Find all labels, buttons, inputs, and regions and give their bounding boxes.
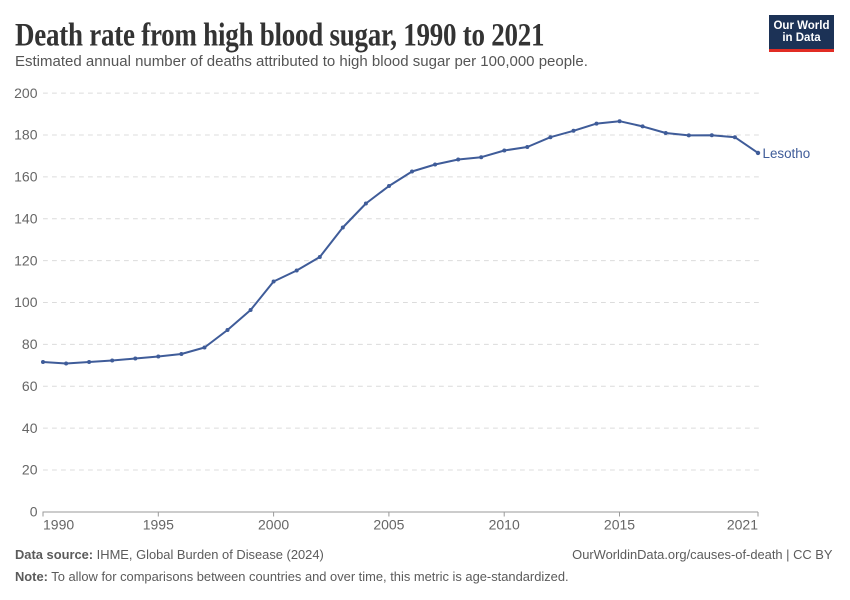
svg-text:1995: 1995 — [143, 517, 174, 533]
svg-text:200: 200 — [14, 85, 38, 101]
svg-text:2005: 2005 — [373, 517, 404, 533]
svg-text:160: 160 — [14, 169, 38, 185]
svg-text:40: 40 — [22, 420, 38, 436]
svg-text:0: 0 — [30, 504, 38, 520]
svg-text:2010: 2010 — [489, 517, 520, 533]
svg-text:120: 120 — [14, 252, 38, 268]
svg-text:2015: 2015 — [604, 517, 635, 533]
svg-text:140: 140 — [14, 211, 38, 227]
svg-text:1990: 1990 — [43, 517, 74, 533]
svg-text:100: 100 — [14, 294, 38, 310]
svg-text:2000: 2000 — [258, 517, 289, 533]
svg-text:Lesotho: Lesotho — [763, 146, 811, 161]
svg-text:20: 20 — [22, 462, 38, 478]
svg-text:60: 60 — [22, 378, 38, 394]
svg-text:80: 80 — [22, 336, 38, 352]
svg-text:2021: 2021 — [727, 517, 758, 533]
svg-text:180: 180 — [14, 127, 38, 143]
